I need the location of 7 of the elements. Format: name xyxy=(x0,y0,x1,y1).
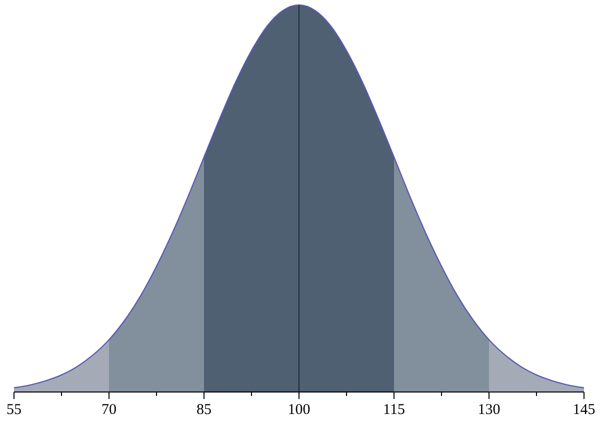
x-tick-label: 85 xyxy=(196,402,212,418)
x-tick-label: 70 xyxy=(102,402,116,418)
x-tick-label: 130 xyxy=(478,402,500,418)
x-tick-label: 100 xyxy=(288,402,310,418)
x-tick-label: 145 xyxy=(572,402,596,418)
x-tick-label: 55 xyxy=(6,402,22,418)
x-tick-label: 115 xyxy=(383,402,405,418)
